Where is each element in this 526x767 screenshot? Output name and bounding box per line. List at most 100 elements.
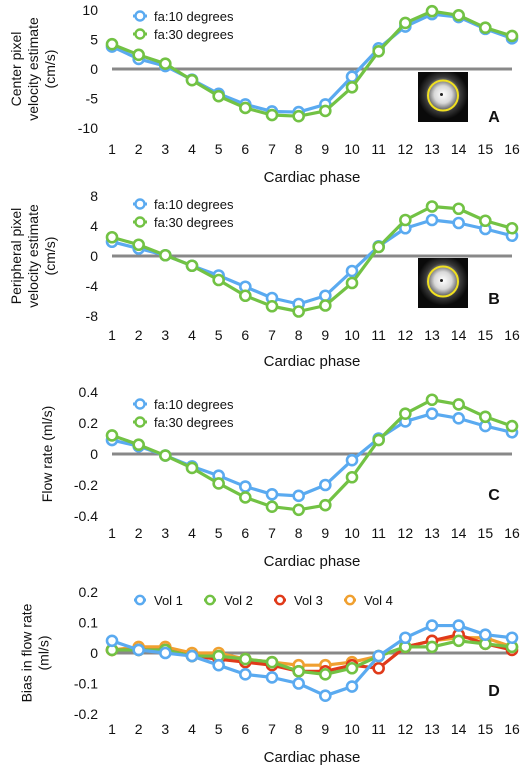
- x-tick-label: 10: [344, 327, 360, 343]
- x-tick-label: 14: [451, 327, 467, 343]
- x-tick-label: 3: [161, 525, 169, 541]
- x-tick-label: 11: [371, 721, 386, 737]
- x-tick-label: 11: [371, 327, 386, 343]
- x-tick-label: 8: [295, 327, 303, 343]
- x-tick-label: 9: [321, 141, 329, 157]
- data-point: [372, 433, 385, 447]
- x-tick-label: 13: [424, 721, 440, 737]
- x-tick-label: 11: [371, 525, 386, 541]
- series-line: [111, 9, 513, 118]
- data-point: [265, 671, 279, 684]
- legend-marker: [134, 10, 146, 22]
- data-point: [399, 407, 412, 421]
- data-point: [319, 668, 332, 681]
- legend-entry: fa:10 degrees: [154, 197, 234, 212]
- data-point: [265, 655, 279, 669]
- legend-marker: [134, 28, 146, 40]
- series-vol-1: [105, 619, 519, 703]
- x-axis-label: Cardiac phase: [264, 553, 361, 570]
- y-tick-label: -4: [86, 278, 99, 294]
- y-tick-label: 0.2: [79, 584, 99, 600]
- x-tick-label: 8: [295, 721, 303, 737]
- x-tick-label: 12: [398, 327, 414, 343]
- x-axis-label: Cardiac phase: [264, 169, 361, 186]
- data-point: [505, 221, 519, 235]
- data-point: [345, 264, 359, 278]
- data-point: [212, 89, 225, 103]
- legend: fa:10 degrees fa:30 degrees: [133, 9, 234, 42]
- x-tick-label: 5: [215, 141, 223, 157]
- y-tick-label: 0.1: [79, 615, 99, 631]
- data-point: [425, 640, 439, 654]
- y-axis-label: Center pixel: [8, 32, 24, 107]
- series-fa-30-degrees: [105, 4, 519, 123]
- data-point: [505, 631, 519, 645]
- x-tick-label: 11: [371, 141, 386, 157]
- data-point: [265, 487, 279, 501]
- legend-marker: [134, 398, 146, 410]
- data-point: [452, 412, 465, 425]
- data-point: [372, 44, 385, 58]
- x-tick-label: 6: [241, 141, 249, 157]
- legend-entry: fa:10 degrees: [154, 397, 234, 412]
- data-point: [239, 652, 252, 666]
- x-tick-label: 13: [424, 525, 440, 541]
- y-axis-label: Bias in flow rate: [19, 603, 35, 702]
- legend-marker: [204, 594, 216, 606]
- legend-entry: Vol 3: [294, 593, 323, 608]
- data-point: [159, 449, 172, 462]
- x-tick-label: 14: [451, 141, 467, 157]
- data-point: [452, 202, 465, 216]
- data-point: [105, 634, 119, 648]
- legend-marker: [274, 594, 286, 606]
- x-tick-label: 16: [504, 327, 520, 343]
- data-point: [452, 216, 465, 230]
- data-point: [265, 500, 279, 514]
- data-point: [105, 429, 119, 442]
- x-tick-label: 6: [241, 327, 249, 343]
- x-tick-label: 9: [321, 721, 329, 737]
- y-tick-label: -8: [86, 308, 99, 324]
- data-point: [319, 104, 332, 118]
- x-tick-label: 1: [108, 525, 116, 541]
- data-point: [425, 393, 439, 407]
- data-point: [292, 677, 305, 690]
- data-point: [105, 230, 119, 244]
- y-tick-label: 5: [90, 32, 98, 48]
- data-point: [239, 668, 252, 681]
- legend-marker: [134, 594, 146, 606]
- data-point: [132, 48, 145, 62]
- data-point: [239, 480, 252, 493]
- y-tick-label: -0.1: [74, 676, 98, 692]
- data-point: [345, 276, 359, 290]
- legend-marker: [344, 594, 356, 606]
- x-tick-label: 16: [504, 525, 520, 541]
- y-axis-label: (cm/s): [42, 50, 58, 89]
- data-point: [105, 37, 119, 51]
- data-point: [479, 214, 492, 228]
- x-tick-label: 4: [188, 327, 196, 343]
- data-point: [185, 649, 199, 663]
- data-point: [132, 643, 145, 657]
- x-tick-label: 4: [188, 525, 196, 541]
- x-tick-label: 6: [241, 525, 249, 541]
- data-point: [132, 438, 145, 452]
- y-tick-label: 0.4: [79, 384, 99, 400]
- x-tick-label: 12: [398, 141, 414, 157]
- y-tick-label: -0.2: [74, 477, 98, 493]
- x-tick-label: 1: [108, 141, 116, 157]
- data-point: [425, 407, 439, 421]
- y-axis-label: Peripheral pixel: [8, 208, 24, 305]
- x-tick-label: 15: [478, 525, 494, 541]
- x-tick-label: 10: [344, 141, 360, 157]
- data-point: [479, 21, 492, 35]
- x-tick-label: 8: [295, 141, 303, 157]
- y-tick-label: 0: [90, 446, 98, 462]
- x-tick-label: 5: [215, 525, 223, 541]
- series-fa-30-degrees: [105, 200, 519, 318]
- pixel-inset-image: [418, 72, 468, 122]
- x-tick-label: 14: [451, 525, 467, 541]
- data-point: [185, 73, 199, 87]
- x-tick-label: 1: [108, 721, 116, 737]
